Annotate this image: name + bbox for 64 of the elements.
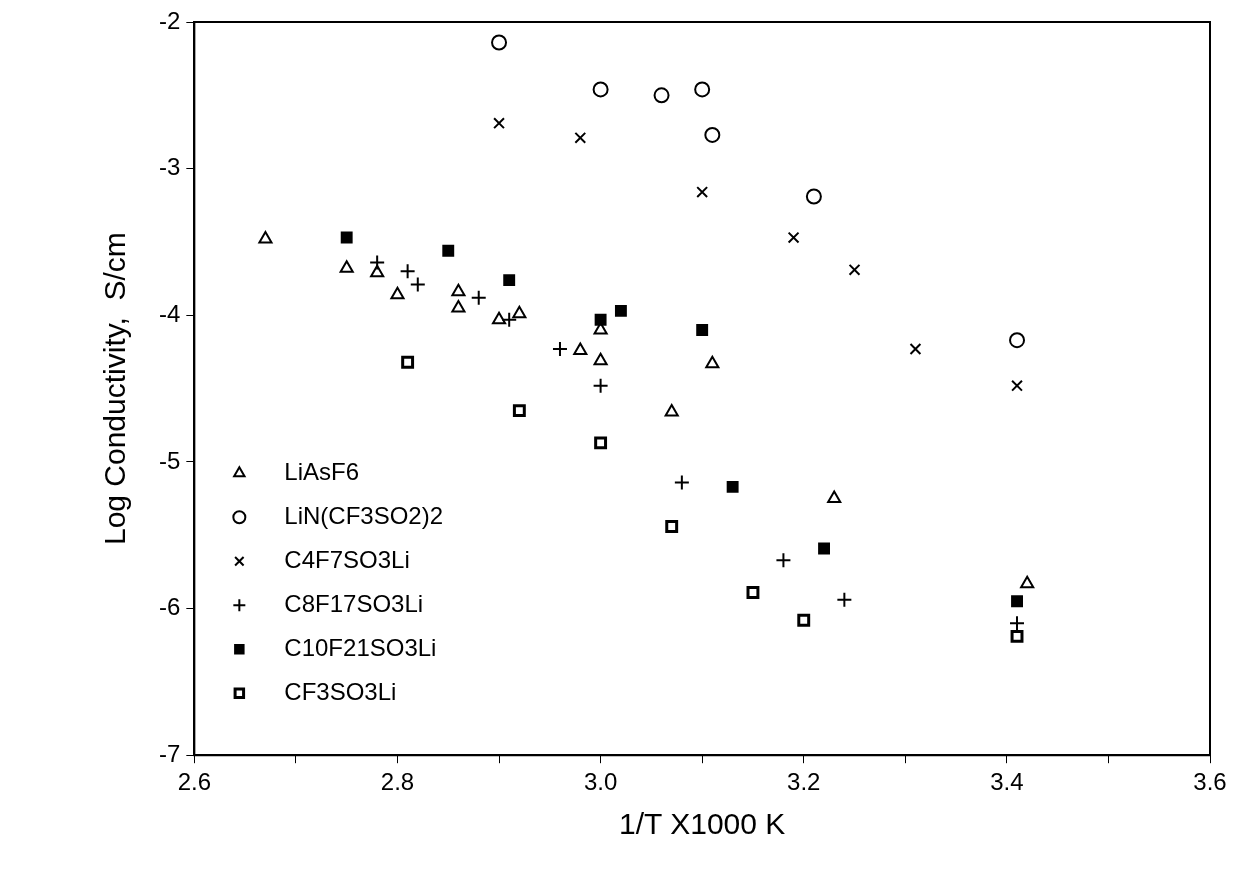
- point: [593, 352, 608, 366]
- point: [594, 436, 608, 450]
- point: [694, 81, 711, 98]
- point: [1010, 629, 1024, 643]
- legend-label: C4F7SO3Li: [284, 545, 410, 573]
- point: [503, 274, 516, 287]
- point: [390, 286, 405, 300]
- point: [1020, 575, 1035, 589]
- y-tick-label: -2: [159, 6, 181, 34]
- point: [491, 34, 508, 51]
- point: [818, 542, 830, 555]
- x-tick-label: 3.4: [990, 768, 1024, 796]
- point: [409, 276, 426, 293]
- point: [573, 342, 588, 355]
- legend-label: LiAsF6: [284, 457, 360, 485]
- point: [470, 289, 487, 306]
- point: [442, 244, 455, 257]
- point: [340, 231, 353, 244]
- point: [339, 260, 354, 273]
- point: [451, 299, 466, 313]
- legend-label: C8F17SO3Li: [284, 589, 424, 617]
- y-tick-label: -5: [159, 446, 181, 474]
- point: [704, 126, 721, 143]
- legend-label: C10F21SO3Li: [284, 633, 437, 661]
- point: [827, 490, 842, 504]
- legend-label: CF3SO3Li: [284, 677, 397, 705]
- y-tick-label: -3: [159, 153, 181, 181]
- x-tick-label: 3.2: [787, 768, 821, 796]
- point: [1011, 595, 1023, 608]
- point: [592, 377, 609, 394]
- point: [746, 585, 760, 599]
- point: [491, 311, 507, 325]
- point: [836, 591, 853, 608]
- point: [797, 613, 811, 627]
- x-axis-title: 1/T X1000 K: [619, 807, 786, 841]
- x-tick-label: 2.8: [380, 768, 415, 796]
- point: [673, 474, 690, 491]
- point: [258, 231, 273, 244]
- point: [399, 263, 416, 280]
- point: [805, 188, 822, 205]
- point: [726, 480, 739, 493]
- x-tick-label: 3.0: [583, 768, 618, 796]
- point: [664, 404, 679, 417]
- point: [653, 87, 670, 104]
- point: [696, 323, 709, 336]
- y-tick-label: -7: [159, 739, 181, 767]
- point: [370, 264, 385, 278]
- y-axis-title: Log Conductivity, S/cm: [98, 232, 132, 546]
- x-tick-label: 3.6: [1193, 768, 1227, 796]
- point: [705, 355, 720, 369]
- point: [775, 552, 792, 569]
- point: [512, 404, 526, 418]
- y-tick-label: -4: [159, 299, 181, 327]
- point: [614, 304, 627, 317]
- x-tick-label: 2.6: [177, 768, 212, 796]
- point: [665, 519, 679, 533]
- point: [1009, 332, 1026, 349]
- point: [512, 305, 527, 319]
- point: [451, 283, 466, 297]
- point: [401, 355, 415, 369]
- legend-label: LiN(CF3SO2)2: [284, 501, 444, 529]
- y-tick-label: -6: [159, 593, 181, 621]
- point: [592, 81, 609, 98]
- point: [501, 311, 518, 328]
